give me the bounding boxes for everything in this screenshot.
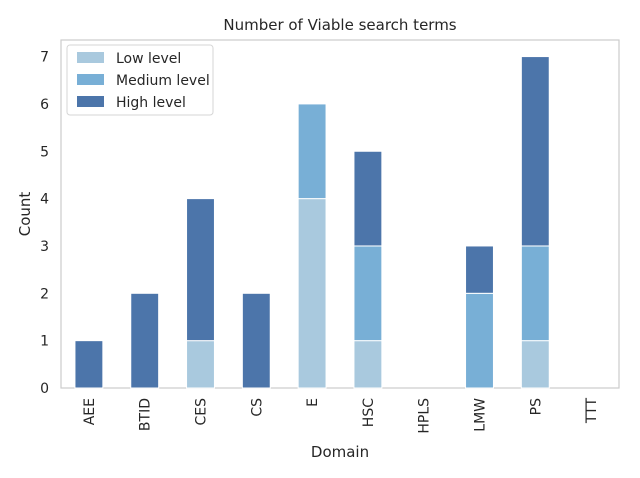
- bar-btid-series-2: [130, 292, 160, 389]
- x-tick-label: HPLS: [417, 398, 433, 434]
- legend-label-1: Medium level: [116, 73, 210, 89]
- bar-hsc-series-2: [353, 150, 383, 247]
- y-tick-label: 0: [40, 381, 49, 397]
- x-tick-label: CS: [249, 398, 265, 417]
- x-tick-label: BTID: [138, 398, 154, 431]
- legend-label-0: Low level: [116, 51, 181, 67]
- y-tick-label: 1: [40, 334, 49, 350]
- y-tick-label: 5: [40, 144, 49, 160]
- bar-lmw-series-1: [465, 292, 494, 389]
- x-axis-ticks: AEE BTID CES CS E HSC HPLS LMW PS TTT: [82, 398, 600, 434]
- y-tick-label: 3: [40, 239, 49, 255]
- legend: Low level Medium level High level: [66, 44, 214, 116]
- bar-aee-series-2: [74, 340, 104, 389]
- x-tick-label: AEE: [82, 398, 98, 425]
- bar-ps-series-2: [520, 56, 550, 247]
- y-tick-label: 7: [40, 50, 49, 66]
- bar-cs-series-2: [241, 292, 271, 389]
- bars-group: [74, 56, 550, 389]
- bar-hsc-series-1: [353, 245, 383, 342]
- x-tick-label: PS: [528, 398, 544, 415]
- bar-e-series-0: [297, 198, 327, 389]
- bar-lmw-series-2: [465, 245, 494, 294]
- y-tick-label: 4: [40, 192, 49, 208]
- legend-swatch-2: [77, 96, 104, 107]
- bar-ces-series-0: [186, 340, 215, 389]
- x-axis-title: Domain: [311, 443, 369, 461]
- y-axis-title: Count: [16, 192, 34, 237]
- chart-title: Number of Viable search terms: [223, 16, 456, 34]
- x-tick-label: TTT: [584, 398, 600, 425]
- y-tick-label: 2: [40, 286, 49, 302]
- bar-ps-series-0: [520, 340, 550, 389]
- y-axis-ticks: 0 1 2 3 4 5 6 7: [40, 50, 49, 397]
- x-tick-label: LMW: [473, 398, 489, 432]
- x-tick-label: HSC: [361, 398, 377, 427]
- bar-e-series-1: [297, 103, 327, 200]
- x-tick-label: E: [305, 398, 321, 407]
- x-tick-label: CES: [194, 398, 210, 426]
- legend-swatch-0: [77, 52, 104, 63]
- bar-ces-series-2: [186, 198, 215, 342]
- legend-label-2: High level: [116, 95, 186, 111]
- bar-ps-series-1: [520, 245, 550, 342]
- legend-swatch-1: [77, 74, 104, 85]
- bar-hsc-series-0: [353, 340, 383, 389]
- y-tick-label: 6: [40, 97, 49, 113]
